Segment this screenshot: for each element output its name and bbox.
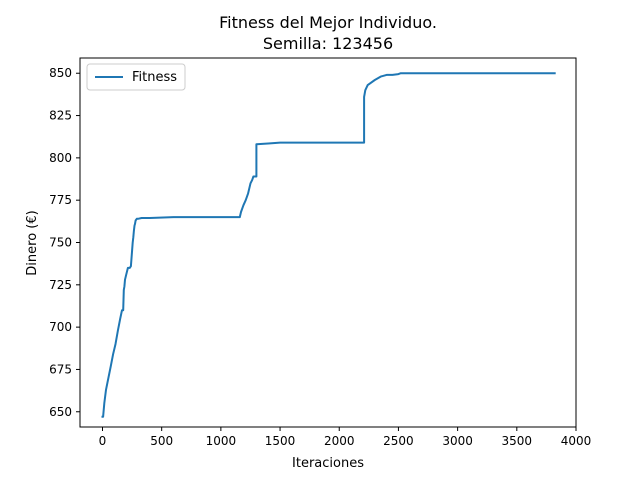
y-tick-label-800: 800: [49, 151, 72, 165]
plot-area: 0 500 1000 1500 2000 2500 3000 3500 4000 650 675 70…: [49, 57, 592, 448]
legend: Fitness: [86, 63, 186, 91]
x-tick-label-3000: 3000: [442, 434, 473, 448]
x-tick-label-3500: 3500: [502, 434, 533, 448]
chart-title-line-1: Fitness del Mejor Individuo.: [219, 13, 437, 32]
y-axis-label: Dinero (€): [25, 210, 40, 275]
y-tick-label-825: 825: [49, 109, 72, 123]
x-tick-label-1500: 1500: [265, 434, 296, 448]
x-axis-label: Iteraciones: [292, 456, 364, 471]
legend-label-fitness: Fitness: [132, 70, 177, 85]
y-tick-label-700: 700: [49, 320, 72, 334]
y-tick-label-675: 675: [49, 362, 72, 376]
series-line-0: [101, 72, 556, 418]
x-tick-label-0: 0: [99, 434, 107, 448]
x-tick-label-500: 500: [150, 434, 173, 448]
y-tick-label-775: 775: [49, 193, 72, 207]
y-tick-label-850: 850: [49, 66, 72, 80]
x-tick-label-2000: 2000: [324, 434, 355, 448]
chart-title-line-2: Semilla: 123456: [263, 34, 393, 53]
y-tick-label-750: 750: [49, 236, 72, 250]
y-tick-label-725: 725: [49, 278, 72, 292]
y-tick-label-650: 650: [49, 405, 72, 419]
x-tick-label-2500: 2500: [383, 434, 414, 448]
x-tick-label-4000: 4000: [561, 434, 592, 448]
legend-box: [86, 63, 186, 91]
x-tick-label-1000: 1000: [206, 434, 237, 448]
